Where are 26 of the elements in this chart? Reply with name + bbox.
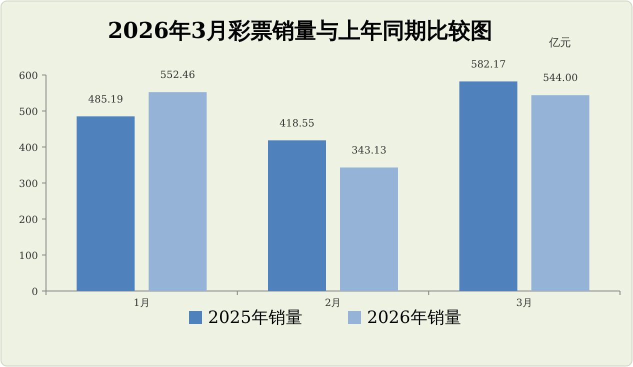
text: 552.46	[160, 70, 196, 82]
legend-label: 2026年销量	[367, 308, 462, 328]
text: 343.13	[352, 145, 386, 156]
y-tick-label: 0	[32, 287, 38, 298]
x-tick-label: 2月	[324, 298, 342, 309]
x-tick-label: 1月	[133, 298, 150, 309]
legend-label: 2025年销量	[208, 308, 302, 328]
y-tick-label: 100	[18, 251, 38, 262]
bar	[148, 92, 207, 291]
y-tick-label: 300	[18, 179, 38, 190]
x-tick-label: 3月	[516, 298, 533, 309]
chart-title: 2026年3月彩票销量与上年同期比较图	[108, 18, 492, 44]
bar	[76, 116, 135, 291]
text: 418.55	[280, 118, 314, 130]
bar	[531, 95, 590, 291]
bar	[340, 167, 398, 291]
y-tick-label: 200	[18, 215, 38, 226]
y-tick-label: 400	[18, 143, 38, 154]
bar	[268, 140, 326, 291]
bar	[459, 81, 518, 291]
text: 485.19	[88, 94, 124, 106]
y-tick-label: 500	[18, 107, 38, 118]
y-tick-label: 600	[18, 71, 38, 82]
y-axis-title: 亿元	[548, 36, 571, 49]
text: 582.17	[470, 59, 506, 70]
text: 544.00	[542, 73, 578, 84]
